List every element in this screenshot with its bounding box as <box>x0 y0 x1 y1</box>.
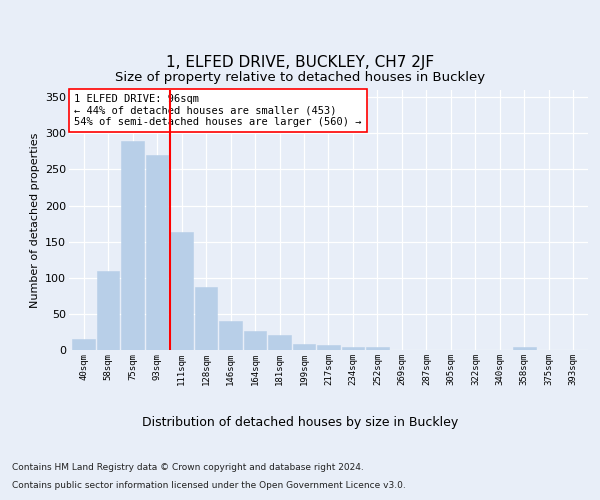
Text: Size of property relative to detached houses in Buckley: Size of property relative to detached ho… <box>115 71 485 84</box>
Bar <box>513 347 536 350</box>
Bar <box>97 272 119 350</box>
Bar <box>317 345 340 350</box>
Bar <box>170 232 193 350</box>
Text: 1, ELFED DRIVE, BUCKLEY, CH7 2JF: 1, ELFED DRIVE, BUCKLEY, CH7 2JF <box>166 55 434 70</box>
Bar <box>195 287 217 350</box>
Bar <box>293 344 315 350</box>
Bar <box>121 140 144 350</box>
Bar <box>244 331 266 350</box>
Y-axis label: Number of detached properties: Number of detached properties <box>29 132 40 308</box>
Bar <box>73 339 95 350</box>
Bar <box>268 335 291 350</box>
Bar <box>366 347 389 350</box>
Bar <box>146 155 169 350</box>
Text: Distribution of detached houses by size in Buckley: Distribution of detached houses by size … <box>142 416 458 429</box>
Bar <box>342 347 364 350</box>
Text: Contains public sector information licensed under the Open Government Licence v3: Contains public sector information licen… <box>12 480 406 490</box>
Text: 1 ELFED DRIVE: 96sqm
← 44% of detached houses are smaller (453)
54% of semi-deta: 1 ELFED DRIVE: 96sqm ← 44% of detached h… <box>74 94 362 127</box>
Bar <box>220 321 242 350</box>
Text: Contains HM Land Registry data © Crown copyright and database right 2024.: Contains HM Land Registry data © Crown c… <box>12 463 364 472</box>
